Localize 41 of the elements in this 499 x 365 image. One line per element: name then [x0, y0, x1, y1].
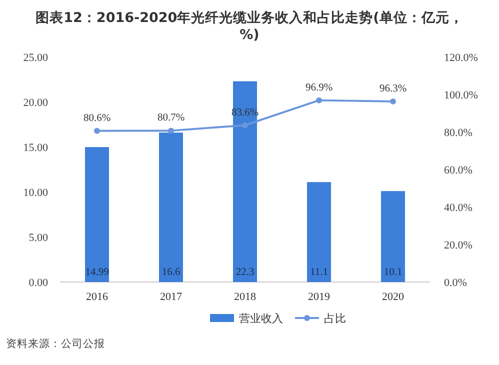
chart-title: 图表12：2016-2020年光纤光缆业务收入和占比走势(单位：亿元，%) [36, 10, 464, 43]
bar [307, 182, 331, 282]
legend-label: 营业收入 [239, 312, 283, 325]
y2-tick-label: 100.0% [444, 90, 478, 102]
x-tick-label: 2020 [382, 291, 404, 303]
point [242, 122, 248, 128]
text: 资料来源：公司公报 [6, 337, 105, 350]
data-label: 80.6% [83, 112, 111, 124]
y-tick-label: 5.00 [28, 232, 48, 244]
data-label: 11.1 [310, 267, 328, 278]
y2-tick-label: 0.0% [444, 277, 467, 289]
y2-tick-label: 40.0% [444, 202, 472, 214]
point [390, 98, 396, 104]
point [94, 128, 100, 134]
point [168, 128, 174, 134]
bar [233, 81, 257, 282]
y2-tick-label: 80.0% [444, 127, 472, 139]
data-label: 16.6 [162, 267, 180, 278]
point [316, 97, 322, 104]
x-tick-label: 2016 [86, 291, 108, 303]
data-label: 96.9% [305, 82, 333, 94]
data-label: 14.99 [85, 267, 109, 278]
legend-label: 占比 [324, 312, 346, 325]
bar [381, 191, 405, 282]
y-tick-label: 0.00 [28, 277, 48, 289]
y-tick-label: 15.00 [23, 142, 48, 154]
y-tick-label: 20.00 [23, 97, 48, 109]
x-tick-label: 2018 [234, 291, 256, 303]
bar [85, 147, 109, 282]
data-label: 22.3 [236, 267, 254, 278]
y2-tick-label: 60.0% [444, 164, 472, 176]
y-tick-label: 25.00 [23, 52, 48, 64]
y2-tick-label: 120.0% [444, 52, 478, 64]
x-tick-label: 2019 [308, 291, 330, 303]
y2-tick-label: 20.0% [444, 240, 472, 252]
x-tick-label: 2017 [160, 291, 182, 303]
data-label: 96.3% [379, 83, 407, 94]
data-label: 80.7% [157, 112, 185, 124]
bar [159, 132, 183, 282]
data-label: 10.1 [384, 267, 402, 278]
y-tick-label: 10.00 [23, 187, 48, 199]
